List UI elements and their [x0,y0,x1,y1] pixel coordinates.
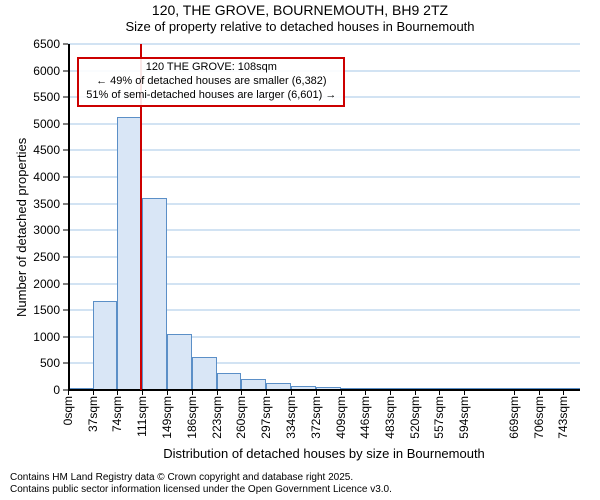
x-tick-label: 0sqm [61,396,75,425]
histogram-bar [142,198,167,390]
x-tick-label: 446sqm [358,396,372,439]
y-tick-label: 1000 [33,330,60,344]
x-tick-label: 223sqm [210,396,224,439]
footer-line-1: Contains HM Land Registry data © Crown c… [10,472,392,484]
x-tick-label: 743sqm [556,396,570,439]
x-tick [341,390,342,395]
x-tick-label: 297sqm [259,396,273,439]
y-tick-label: 0 [53,383,60,397]
x-tick-label: 37sqm [86,396,100,432]
x-tick-label: 409sqm [334,396,348,439]
annotation-line: 51% of semi-detached houses are larger (… [83,89,339,103]
x-tick [316,390,317,395]
x-tick [563,390,564,395]
x-tick [68,390,69,395]
gridline [68,150,580,151]
histogram-bar [117,117,142,390]
x-tick [217,390,218,395]
y-tick-label: 5000 [33,117,60,131]
x-tick-label: 334sqm [284,396,298,439]
x-tick [266,390,267,395]
y-tick-label: 1500 [33,303,60,317]
x-tick [365,390,366,395]
y-tick-label: 2000 [33,277,60,291]
x-tick [390,390,391,395]
x-tick [439,390,440,395]
attribution-footer: Contains HM Land Registry data © Crown c… [10,472,392,496]
y-tick-label: 6500 [33,37,60,51]
x-tick [93,390,94,395]
gridline [68,177,580,178]
y-tick-label: 4000 [33,170,60,184]
gridline [68,123,580,124]
y-tick-label: 3500 [33,197,60,211]
x-axis [68,389,580,391]
x-tick [142,390,143,395]
x-tick-label: 149sqm [160,396,174,439]
chart-subtitle: Size of property relative to detached ho… [0,19,600,34]
y-tick-label: 6000 [33,64,60,78]
x-tick [415,390,416,395]
y-tick-label: 5500 [33,90,60,104]
annotation-box: 120 THE GROVE: 108sqm← 49% of detached h… [77,57,345,106]
x-tick-label: 260sqm [234,396,248,439]
x-tick [117,390,118,395]
x-tick-label: 483sqm [383,396,397,439]
y-tick-label: 500 [40,356,60,370]
histogram-bar [93,301,118,390]
x-tick-label: 111sqm [135,396,149,437]
x-tick [167,390,168,395]
y-tick-label: 4500 [33,143,60,157]
y-axis [68,44,70,390]
x-tick-label: 520sqm [408,396,422,439]
annotation-line: ← 49% of detached houses are smaller (6,… [83,75,339,89]
x-tick [291,390,292,395]
x-tick-label: 594sqm [457,396,471,439]
annotation-line: 120 THE GROVE: 108sqm [83,61,339,75]
x-tick [464,390,465,395]
gridline [68,44,580,45]
x-tick-label: 557sqm [432,396,446,439]
x-axis-label: Distribution of detached houses by size … [68,446,580,461]
histogram-bar [217,373,242,390]
y-tick-label: 2500 [33,250,60,264]
x-tick-label: 74sqm [110,396,124,432]
x-tick-label: 372sqm [309,396,323,439]
plot-area: 0500100015002000250030003500400045005000… [68,44,580,390]
y-tick-label: 3000 [33,223,60,237]
y-axis-label: Number of detached properties [14,138,29,317]
x-tick [514,390,515,395]
x-tick [192,390,193,395]
histogram-bar [192,357,217,390]
x-tick-label: 706sqm [532,396,546,439]
chart-title: 120, THE GROVE, BOURNEMOUTH, BH9 2TZ [0,2,600,18]
histogram-bar [167,334,192,390]
x-tick [241,390,242,395]
footer-line-2: Contains public sector information licen… [10,484,392,496]
x-tick [539,390,540,395]
x-tick-label: 186sqm [185,396,199,439]
x-tick-label: 669sqm [507,396,521,439]
